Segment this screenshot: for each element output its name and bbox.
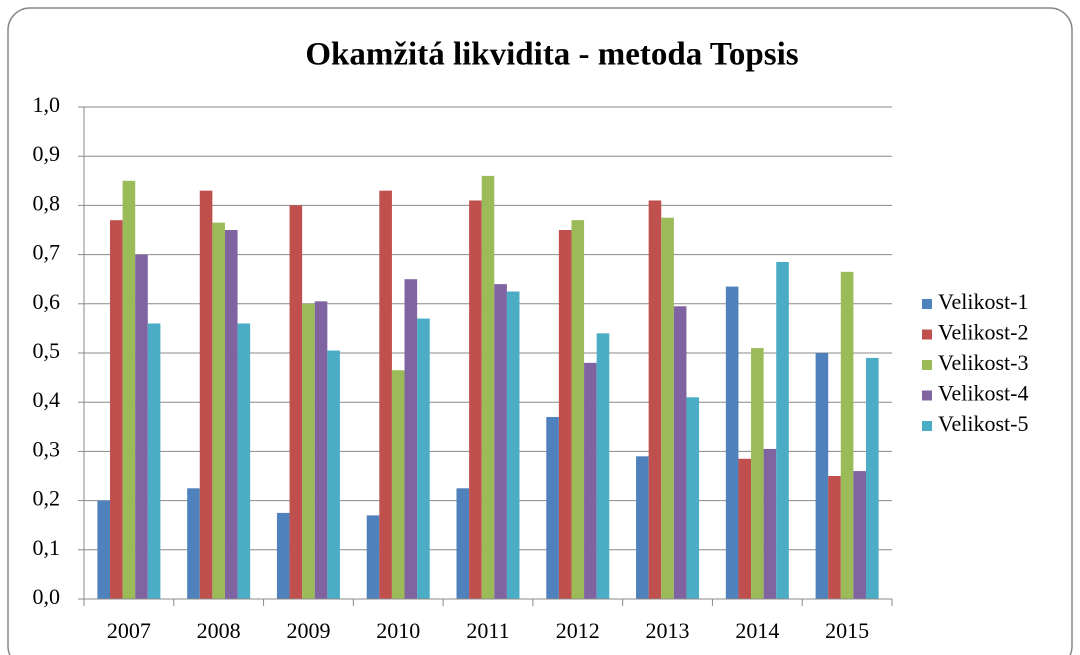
bar bbox=[302, 303, 315, 599]
bar bbox=[738, 458, 752, 599]
bar bbox=[853, 471, 867, 599]
x-tick-label: 2009 bbox=[286, 618, 330, 643]
bar bbox=[828, 476, 841, 599]
bar bbox=[815, 353, 829, 599]
chart-frame bbox=[7, 7, 1073, 655]
legend-label: Velikost-4 bbox=[938, 381, 1028, 406]
y-tick-label: 0,8 bbox=[33, 190, 61, 215]
bar bbox=[289, 205, 303, 599]
bar bbox=[379, 190, 392, 599]
legend-swatch bbox=[922, 329, 932, 340]
bar bbox=[494, 284, 507, 599]
bar bbox=[122, 180, 136, 600]
x-tick-label: 2014 bbox=[735, 618, 779, 643]
bar bbox=[97, 500, 110, 599]
bar bbox=[481, 175, 495, 599]
bar bbox=[596, 333, 610, 599]
bar bbox=[456, 488, 470, 599]
bar bbox=[648, 200, 662, 600]
x-tick-label: 2011 bbox=[466, 618, 509, 643]
bar bbox=[725, 286, 739, 599]
x-tick-label: 2007 bbox=[107, 618, 151, 643]
bar bbox=[224, 230, 238, 599]
bar bbox=[327, 350, 340, 599]
bar bbox=[147, 323, 161, 599]
legend-swatch bbox=[922, 390, 932, 401]
legend-label: Velikost-5 bbox=[938, 411, 1028, 436]
legend-label: Velikost-2 bbox=[938, 320, 1028, 345]
x-tick-label: 2012 bbox=[556, 618, 600, 643]
x-tick-label: 2010 bbox=[376, 618, 420, 643]
legend-swatch bbox=[922, 360, 932, 370]
bar bbox=[558, 230, 572, 599]
bar bbox=[314, 301, 328, 599]
y-tick-label: 1,0 bbox=[33, 92, 61, 117]
bar bbox=[109, 220, 123, 599]
chart-title: Okamžitá likvidita - metoda Topsis bbox=[305, 37, 798, 73]
bar bbox=[199, 190, 213, 599]
bar bbox=[584, 362, 597, 599]
legend-swatch bbox=[922, 299, 932, 309]
y-tick-label: 0,6 bbox=[33, 289, 61, 314]
y-tick-label: 0,3 bbox=[33, 436, 61, 461]
bar bbox=[840, 271, 854, 599]
bar bbox=[417, 318, 430, 599]
y-tick-label: 0,9 bbox=[33, 141, 61, 166]
bar bbox=[763, 448, 777, 599]
bar bbox=[636, 456, 649, 599]
bar bbox=[571, 220, 585, 599]
y-tick-label: 0,0 bbox=[33, 584, 61, 609]
bar bbox=[391, 370, 405, 599]
bar bbox=[751, 348, 764, 599]
legend-label: Velikost-1 bbox=[938, 289, 1028, 314]
bar bbox=[135, 254, 148, 599]
bar bbox=[366, 515, 380, 599]
legend-label: Velikost-3 bbox=[938, 350, 1028, 375]
y-tick-label: 0,2 bbox=[33, 486, 61, 511]
bar bbox=[212, 222, 225, 599]
bar bbox=[776, 261, 789, 599]
bar bbox=[237, 323, 251, 599]
bar bbox=[866, 357, 879, 599]
bar bbox=[404, 279, 418, 599]
bar bbox=[187, 488, 200, 599]
bar bbox=[673, 306, 687, 599]
x-tick-label: 2013 bbox=[646, 618, 690, 643]
y-tick-label: 0,1 bbox=[33, 535, 61, 560]
legend-swatch bbox=[922, 421, 932, 431]
y-tick-label: 0,7 bbox=[33, 240, 61, 265]
bar bbox=[686, 397, 700, 599]
y-tick-label: 0,5 bbox=[33, 338, 61, 363]
bar bbox=[546, 416, 559, 599]
bar bbox=[506, 291, 520, 599]
x-tick-label: 2008 bbox=[197, 618, 241, 643]
bar bbox=[661, 217, 674, 599]
bar bbox=[276, 512, 290, 599]
bar bbox=[469, 200, 482, 600]
x-tick-label: 2015 bbox=[825, 618, 869, 643]
y-tick-label: 0,4 bbox=[33, 387, 61, 412]
